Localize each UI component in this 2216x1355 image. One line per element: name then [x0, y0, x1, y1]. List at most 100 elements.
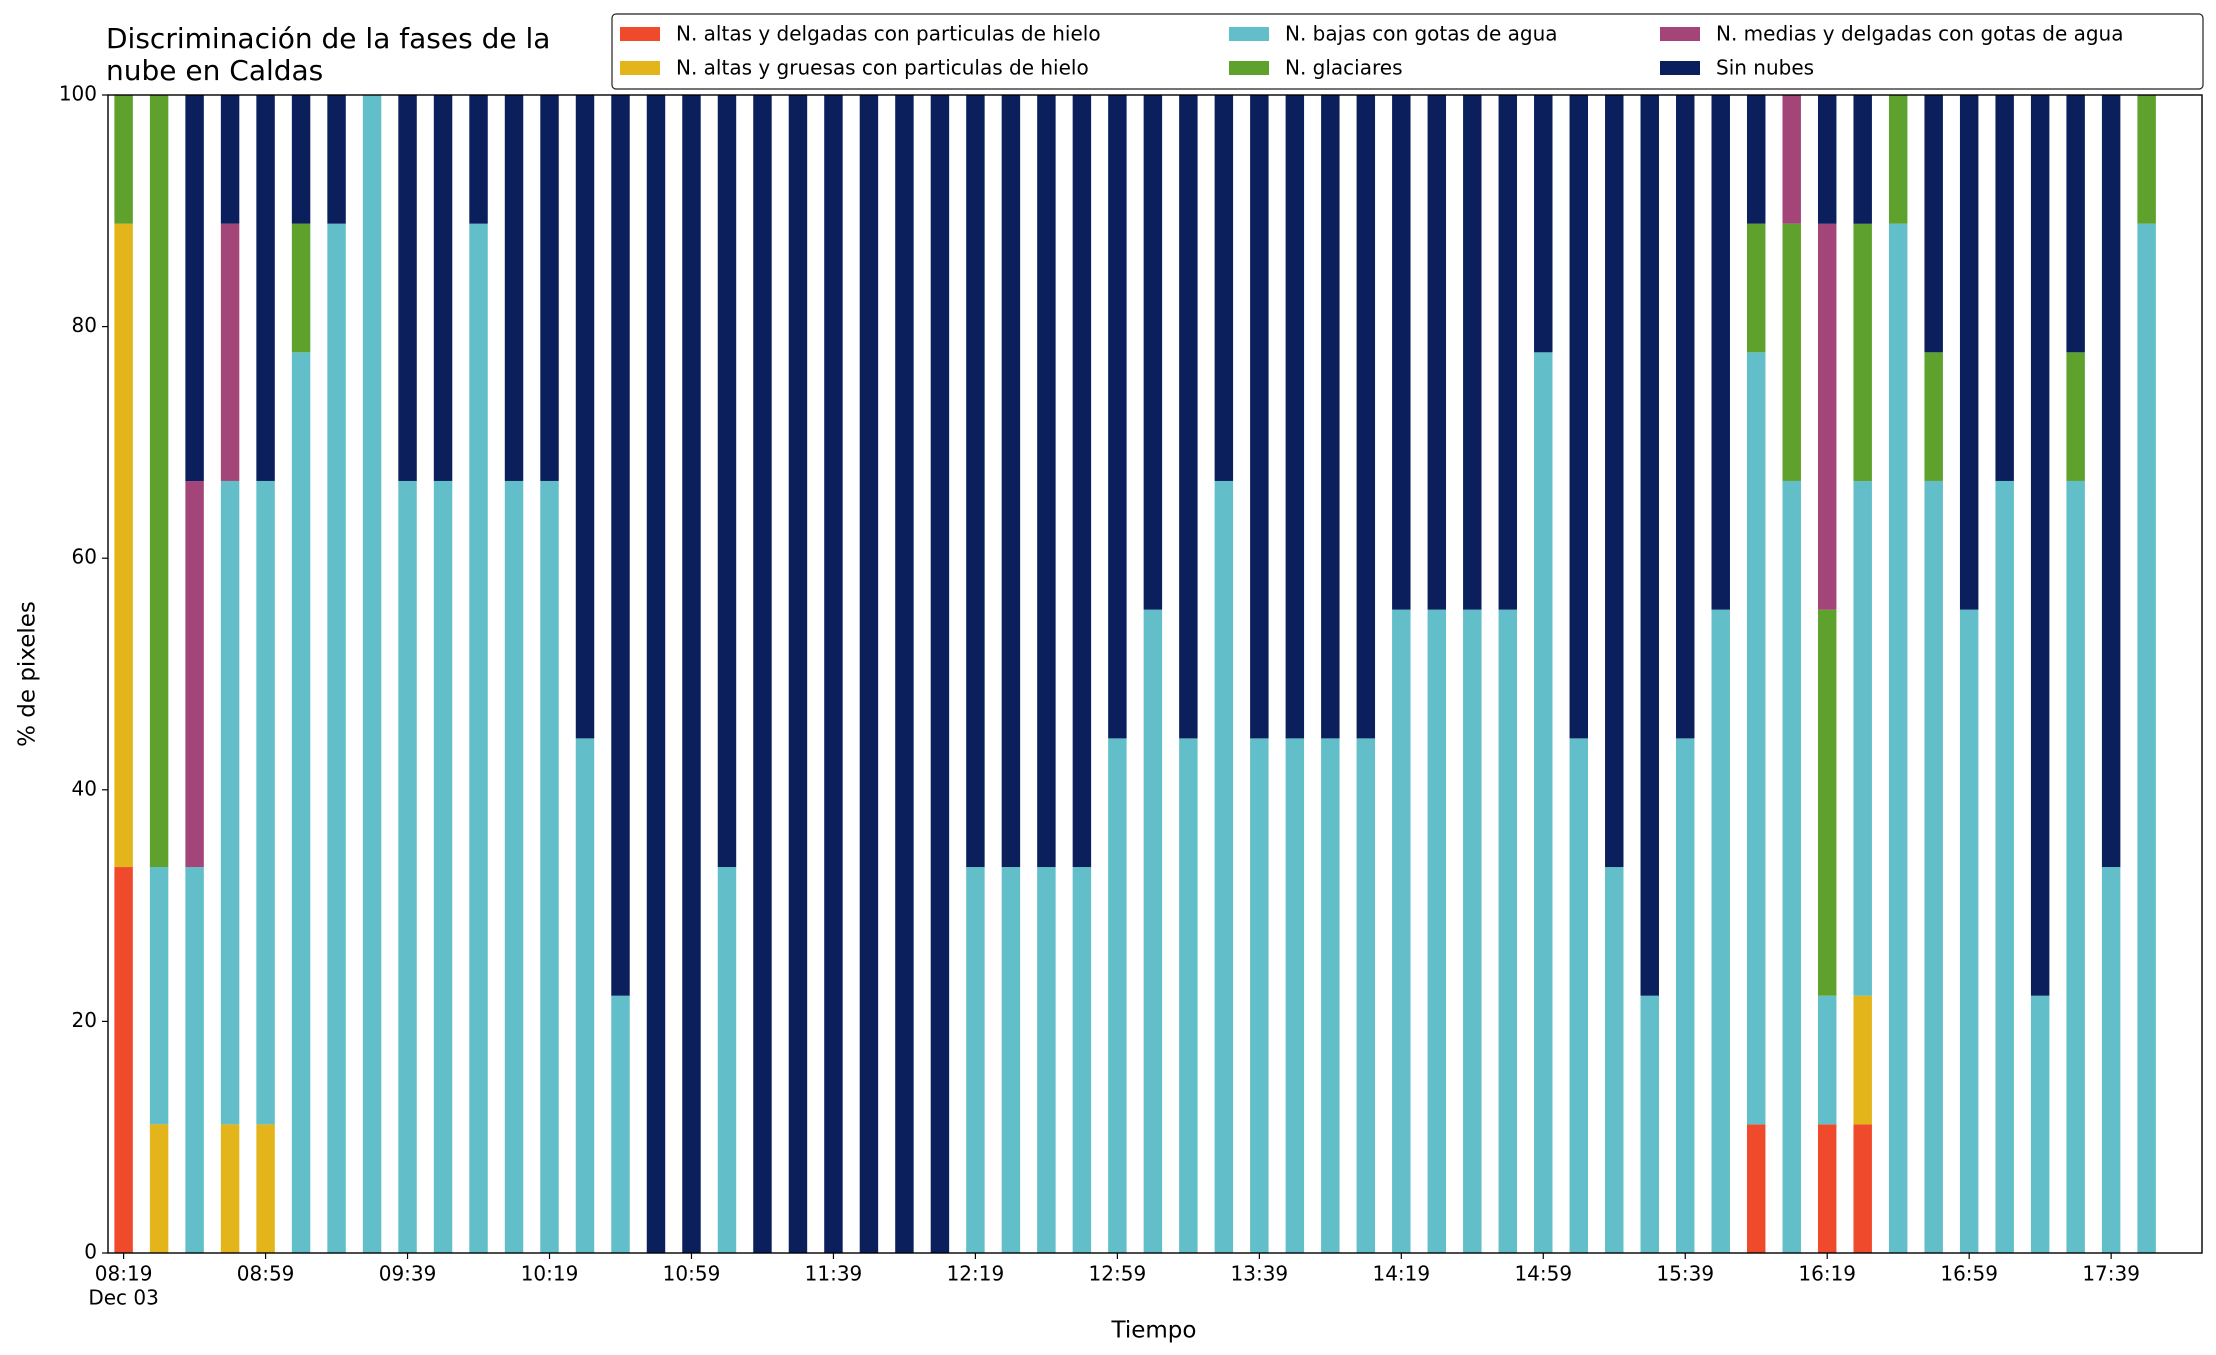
bar-segment [1817, 223, 1837, 610]
bar-segment [1427, 609, 1447, 1253]
bar-segment [1640, 95, 1659, 996]
bar-segment [2101, 95, 2121, 868]
x-tick-label: 10:59 [663, 1262, 721, 1286]
x-tick-label: 08:59 [237, 1262, 295, 1286]
bar-segment [646, 95, 666, 1253]
bar-segment [220, 1124, 240, 1253]
bar-segment [2137, 223, 2156, 1253]
bar-segment [1676, 95, 1695, 739]
bar-segment [1817, 1124, 1837, 1253]
bar-segment [149, 95, 169, 868]
bar-segment [930, 95, 950, 1253]
bar-segment [1001, 867, 1021, 1253]
bar-segment [717, 867, 737, 1253]
bar-segment [185, 867, 204, 1253]
bar-segment [611, 95, 630, 996]
x-tick-label: 15:39 [1656, 1262, 1714, 1286]
bar-segment [1853, 481, 1872, 996]
legend-label: N. glaciares [1285, 56, 1403, 80]
x-tick-label: 11:39 [805, 1262, 863, 1286]
bar-segment [2066, 352, 2085, 481]
bar-segment [469, 223, 488, 1253]
bar-segment [220, 95, 240, 224]
bar-segment [1285, 738, 1305, 1253]
legend-label: N. bajas con gotas de agua [1285, 22, 1558, 46]
bar-segment [114, 95, 133, 224]
bar-segment [1001, 95, 1021, 868]
y-tick-label: 0 [84, 1240, 97, 1264]
bar-segment [1037, 867, 1056, 1253]
bar-segment [469, 95, 488, 224]
bar-segment [291, 223, 311, 353]
bar-segment [1285, 95, 1305, 739]
bar-segment [2030, 95, 2050, 996]
legend-swatch [1229, 27, 1269, 41]
bar-segment [327, 223, 346, 1253]
bar-segment [1746, 352, 1766, 1125]
bar-segment [220, 480, 240, 1125]
bar-segment [575, 738, 595, 1253]
bar-segment [2066, 480, 2085, 1253]
bar-segment [256, 480, 275, 1125]
bar-segment [1179, 95, 1198, 739]
bar-segment [682, 95, 701, 1253]
y-tick-label: 40 [72, 776, 97, 800]
bar-segment [1072, 95, 1092, 868]
bar-segment [1250, 738, 1269, 1253]
bar-segment [966, 867, 985, 1253]
legend-label: N. altas y delgadas con particulas de hi… [676, 22, 1101, 46]
bar-segment [1143, 609, 1163, 1253]
bar-segment [1463, 95, 1482, 610]
bar-segment [256, 95, 275, 481]
bar-segment [1782, 480, 1801, 1253]
bar-segment [1179, 738, 1198, 1253]
legend-swatch [1660, 27, 1700, 41]
bar-segment [1214, 480, 1234, 1253]
bar-segment [1924, 352, 1943, 481]
bar-segment [1498, 609, 1518, 1253]
x-date-label: Dec 03 [88, 1286, 159, 1310]
legend-swatch [620, 27, 660, 41]
bar-segment [1817, 609, 1837, 996]
bar-segment [895, 95, 914, 1253]
bar-segment [1959, 95, 1979, 610]
bar-segment [575, 95, 595, 739]
bar-segment [1356, 95, 1376, 739]
bar-segment [433, 480, 453, 1253]
bar-segment [753, 95, 772, 1253]
bar-segment [149, 867, 169, 1125]
bar-segment [1108, 738, 1127, 1253]
bar-segment [362, 95, 382, 1253]
bar-segment [2066, 95, 2085, 353]
bar-segment [220, 223, 240, 481]
bar-segment [2101, 867, 2121, 1253]
bar-segment [1853, 223, 1872, 482]
bar-segment [1924, 480, 1943, 1253]
bar-segment [859, 95, 879, 1253]
bar-segment [1995, 95, 2014, 481]
bar-segment [1711, 95, 1730, 610]
x-tick-label: 12:19 [947, 1262, 1005, 1286]
bar-segment [540, 95, 559, 481]
bar-segment [1250, 95, 1269, 739]
bar-segment [717, 95, 737, 868]
bar-segment [256, 1124, 275, 1253]
bar-segment [1392, 95, 1411, 610]
x-tick-label: 12:59 [1089, 1262, 1147, 1286]
bar-segment [1569, 95, 1588, 739]
plot-frame [107, 94, 2203, 1254]
bar-segment [185, 481, 204, 868]
bar-segment [1711, 609, 1730, 1253]
y-tick-label: 60 [72, 545, 97, 569]
bar-segment [1463, 609, 1482, 1253]
bar-segment [1995, 480, 2014, 1253]
bar-segment [1072, 867, 1092, 1253]
bar-segment [291, 352, 311, 1253]
bar-segment [114, 223, 133, 868]
bar-segment [1888, 95, 1908, 224]
bar-segment [1498, 95, 1518, 610]
bar-segment [2030, 995, 2050, 1253]
bar-segment [1534, 95, 1553, 353]
y-tick-label: 100 [59, 82, 97, 106]
